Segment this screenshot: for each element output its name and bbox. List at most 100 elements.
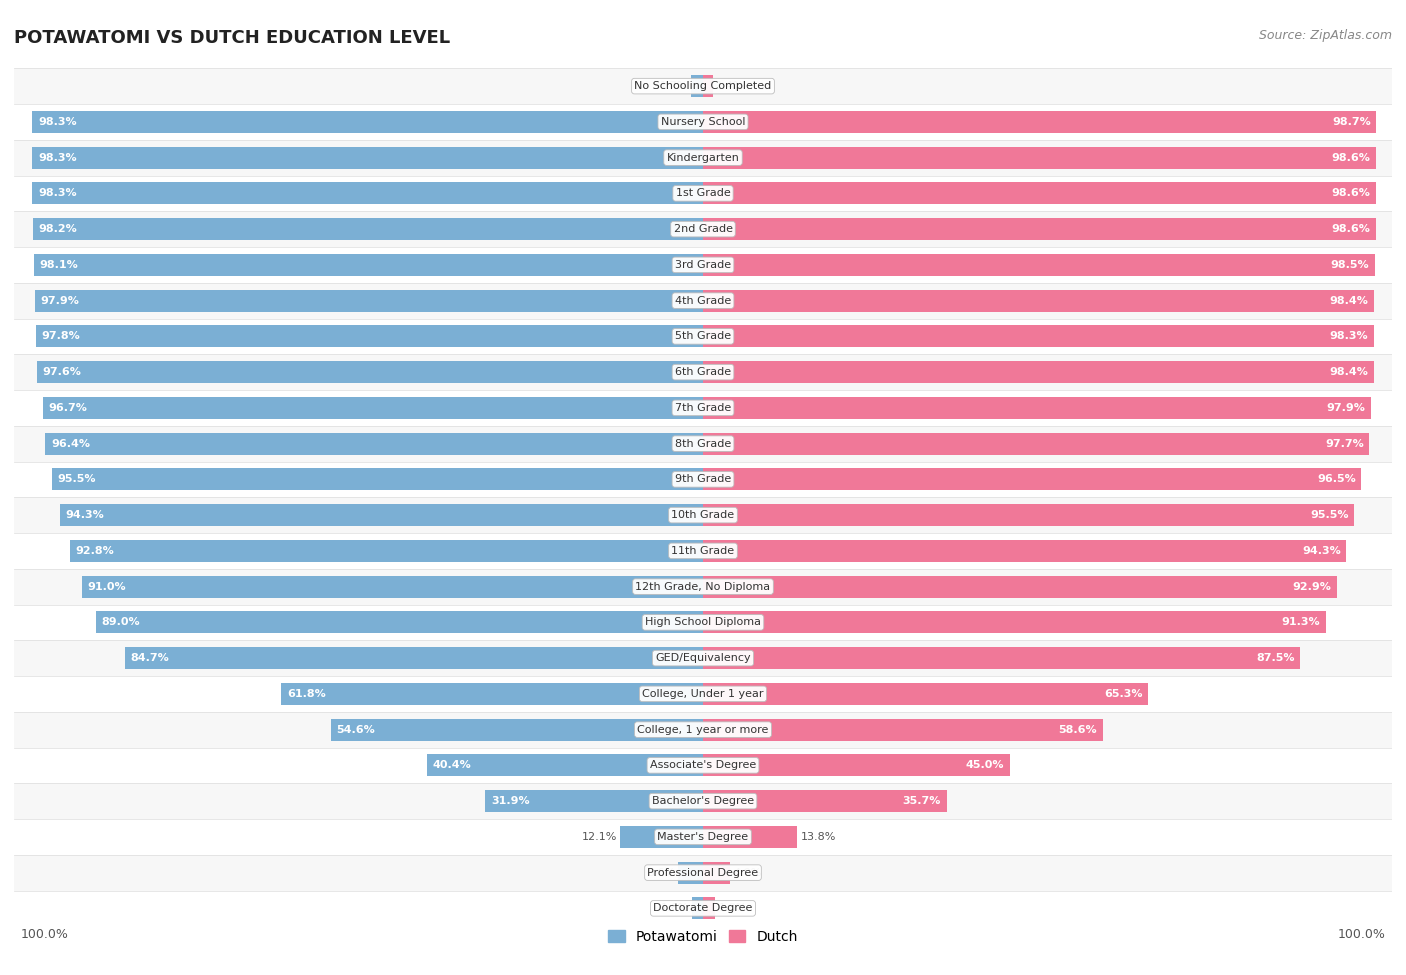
Text: College, 1 year or more: College, 1 year or more	[637, 724, 769, 734]
Bar	[14, 319, 1392, 354]
Text: Bachelor's Degree: Bachelor's Degree	[652, 797, 754, 806]
Bar	[703, 433, 1369, 454]
Text: Nursery School: Nursery School	[661, 117, 745, 127]
Text: 97.9%: 97.9%	[41, 295, 80, 305]
Bar	[14, 68, 1392, 104]
Text: 4.0%: 4.0%	[734, 868, 762, 878]
Text: 1.8%: 1.8%	[718, 904, 747, 914]
Text: 6th Grade: 6th Grade	[675, 368, 731, 377]
Legend: Potawatomi, Dutch: Potawatomi, Dutch	[603, 924, 803, 950]
Bar	[14, 819, 1392, 855]
Text: 65.3%: 65.3%	[1105, 689, 1143, 699]
Bar	[14, 533, 1392, 568]
Bar	[14, 390, 1392, 426]
Text: Professional Degree: Professional Degree	[647, 868, 759, 878]
Text: 96.7%: 96.7%	[49, 403, 87, 412]
Text: 54.6%: 54.6%	[336, 724, 375, 734]
Bar	[427, 755, 703, 776]
Text: High School Diploma: High School Diploma	[645, 617, 761, 627]
Text: 98.6%: 98.6%	[1331, 224, 1369, 234]
Bar	[52, 468, 703, 490]
Bar	[14, 604, 1392, 641]
Bar	[32, 111, 703, 133]
Bar	[34, 218, 703, 240]
Text: 84.7%: 84.7%	[131, 653, 170, 663]
Bar	[35, 290, 703, 312]
Text: 97.6%: 97.6%	[42, 368, 82, 377]
Bar	[32, 182, 703, 205]
Bar	[703, 468, 1361, 490]
Text: 1.6%: 1.6%	[661, 904, 689, 914]
Bar	[14, 748, 1392, 783]
Bar	[703, 826, 797, 848]
Bar	[37, 326, 703, 347]
Bar	[692, 897, 703, 919]
Bar	[703, 790, 946, 812]
Text: College, Under 1 year: College, Under 1 year	[643, 689, 763, 699]
Text: 45.0%: 45.0%	[966, 760, 1004, 770]
Bar	[14, 283, 1392, 319]
Bar	[703, 361, 1374, 383]
Bar	[703, 611, 1326, 634]
Text: Kindergarten: Kindergarten	[666, 153, 740, 163]
Text: 98.3%: 98.3%	[1330, 332, 1368, 341]
Bar	[703, 218, 1375, 240]
Bar	[703, 254, 1375, 276]
Bar	[37, 361, 703, 383]
Bar	[125, 647, 703, 669]
Text: 98.3%: 98.3%	[38, 153, 76, 163]
Bar	[703, 719, 1102, 741]
Text: Doctorate Degree: Doctorate Degree	[654, 904, 752, 914]
Bar	[14, 568, 1392, 604]
Text: 61.8%: 61.8%	[287, 689, 326, 699]
Bar	[14, 176, 1392, 212]
Bar	[14, 354, 1392, 390]
Text: 98.3%: 98.3%	[38, 117, 76, 127]
Bar	[703, 182, 1375, 205]
Bar	[703, 897, 716, 919]
Bar	[14, 676, 1392, 712]
Text: 98.5%: 98.5%	[1331, 260, 1369, 270]
Bar	[330, 719, 703, 741]
Text: 98.7%: 98.7%	[1331, 117, 1371, 127]
Text: 13.8%: 13.8%	[800, 832, 837, 841]
Text: 1.4%: 1.4%	[716, 81, 744, 91]
Text: 1st Grade: 1st Grade	[676, 188, 730, 198]
Bar	[703, 397, 1371, 419]
Bar	[703, 862, 730, 883]
Bar	[14, 104, 1392, 139]
Bar	[14, 783, 1392, 819]
Text: 12.1%: 12.1%	[582, 832, 617, 841]
Text: 98.2%: 98.2%	[38, 224, 77, 234]
Text: Source: ZipAtlas.com: Source: ZipAtlas.com	[1258, 29, 1392, 42]
Bar	[14, 247, 1392, 283]
Text: 9th Grade: 9th Grade	[675, 475, 731, 485]
Text: 100.0%: 100.0%	[21, 928, 69, 941]
Text: 96.4%: 96.4%	[51, 439, 90, 448]
Text: 97.8%: 97.8%	[41, 332, 80, 341]
Text: 5th Grade: 5th Grade	[675, 332, 731, 341]
Bar	[14, 497, 1392, 533]
Text: 3rd Grade: 3rd Grade	[675, 260, 731, 270]
Text: No Schooling Completed: No Schooling Completed	[634, 81, 772, 91]
Text: 2nd Grade: 2nd Grade	[673, 224, 733, 234]
Text: 98.1%: 98.1%	[39, 260, 79, 270]
Bar	[14, 855, 1392, 890]
Bar	[44, 397, 703, 419]
Bar	[45, 433, 703, 454]
Text: 11th Grade: 11th Grade	[672, 546, 734, 556]
Bar	[281, 682, 703, 705]
Bar	[703, 682, 1149, 705]
Text: 31.9%: 31.9%	[491, 797, 530, 806]
Text: 1.7%: 1.7%	[659, 81, 688, 91]
Text: Master's Degree: Master's Degree	[658, 832, 748, 841]
Text: 95.5%: 95.5%	[58, 475, 96, 485]
Text: 58.6%: 58.6%	[1059, 724, 1097, 734]
Bar	[692, 75, 703, 98]
Bar	[14, 712, 1392, 748]
Bar	[703, 575, 1337, 598]
Text: 91.3%: 91.3%	[1282, 617, 1320, 627]
Text: 94.3%: 94.3%	[65, 510, 104, 520]
Bar	[14, 139, 1392, 176]
Text: 98.4%: 98.4%	[1330, 368, 1369, 377]
